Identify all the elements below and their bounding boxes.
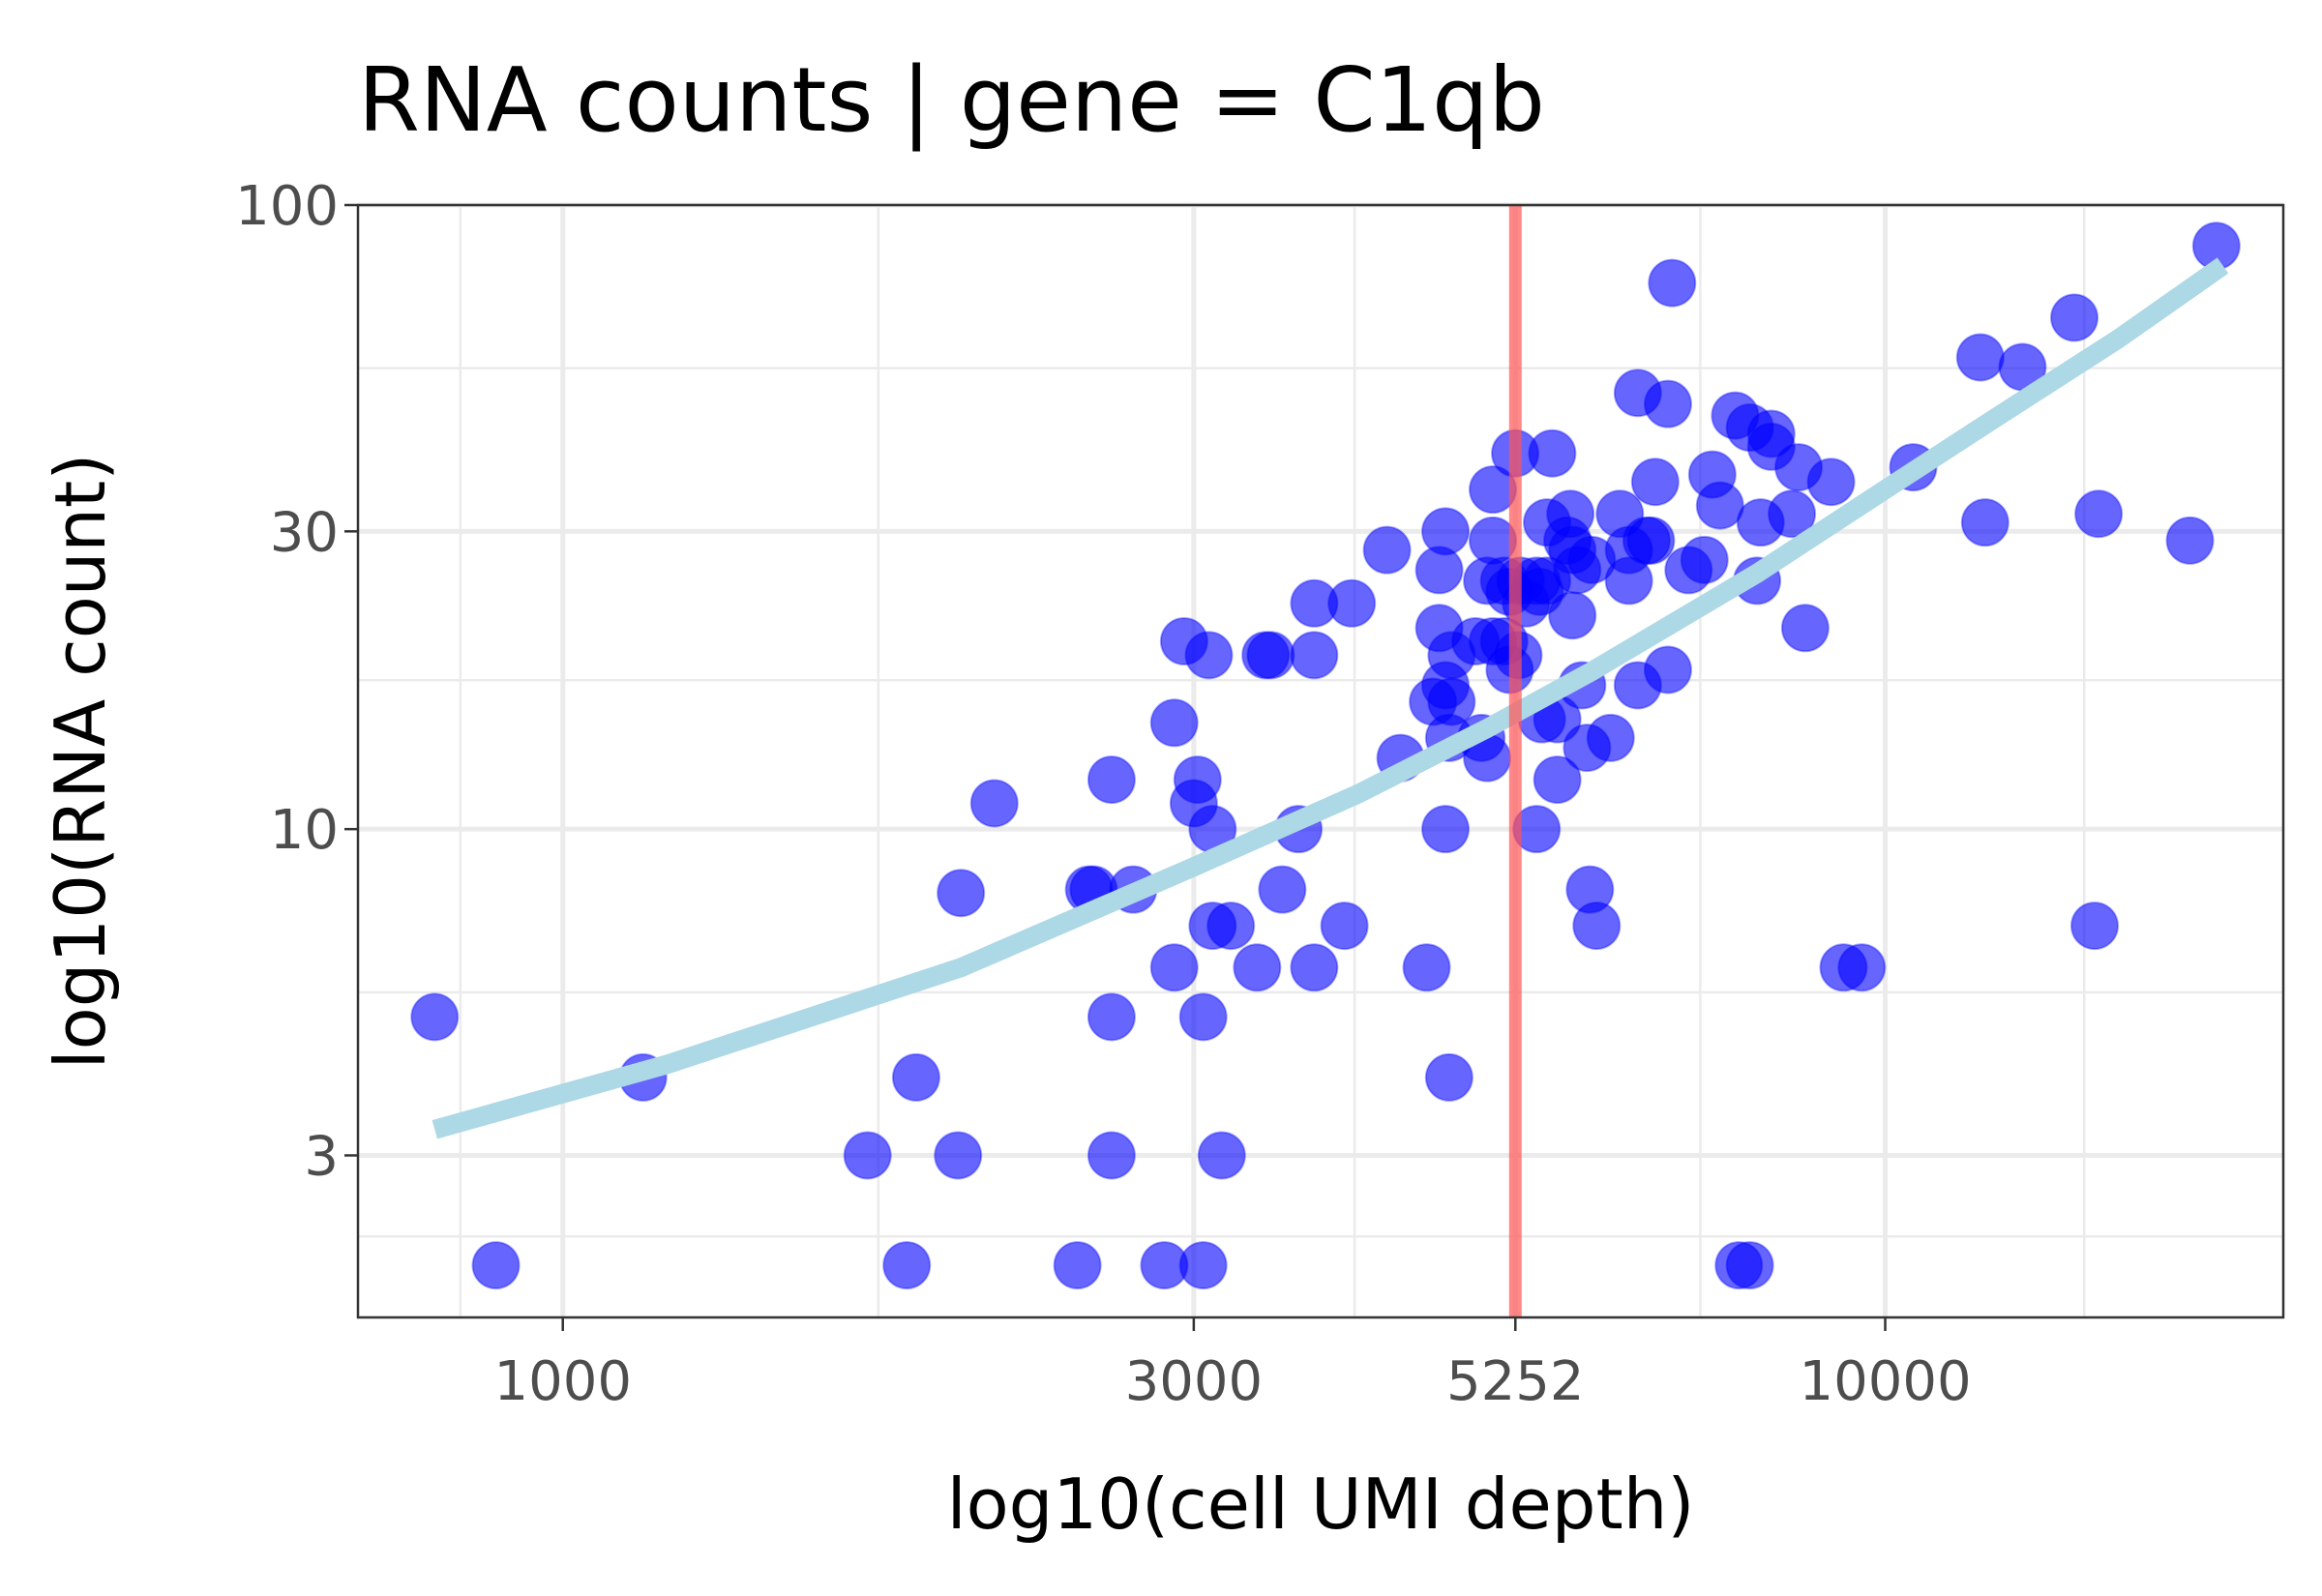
data-point (1258, 865, 1307, 914)
data-point (1548, 591, 1597, 640)
y-tick-label: 10 (270, 799, 339, 862)
x-axis: 1000 3000 5252 10000 (493, 1317, 1972, 1413)
data-point (1725, 1241, 1774, 1290)
data-point (1680, 535, 1729, 584)
data-point (1528, 429, 1577, 478)
data-point (1806, 458, 1856, 507)
y-tick-label: 100 (235, 175, 339, 238)
y-axis-title: log10(RNA count) (40, 454, 121, 1070)
x-tick-label: 10000 (1799, 1350, 1971, 1413)
data-point (1695, 481, 1744, 530)
data-point (1402, 943, 1451, 992)
data-point (2074, 489, 2124, 539)
data-point (882, 1241, 932, 1290)
data-point (1206, 901, 1256, 951)
data-point (1178, 992, 1228, 1042)
data-point (1533, 755, 1582, 805)
data-point (1327, 578, 1377, 628)
data-point (1184, 631, 1234, 680)
y-tick-label: 3 (304, 1125, 339, 1188)
plot-border (356, 203, 2285, 1319)
data-point (1173, 755, 1222, 805)
data-point (1643, 645, 1692, 695)
data-point (1362, 525, 1412, 575)
data-point (1424, 1052, 1474, 1102)
minor-gridlines (358, 205, 2283, 1317)
data-point (1178, 1241, 1228, 1290)
data-point (891, 1052, 940, 1102)
data-point (1630, 458, 1680, 507)
data-point (1290, 943, 1339, 992)
data-point (969, 779, 1019, 828)
data-point (1320, 901, 1369, 951)
data-point (1626, 516, 1676, 565)
data-point (1768, 489, 1817, 539)
data-point (2050, 293, 2099, 342)
data-point (1290, 631, 1339, 680)
chart-title: RNA counts | gene = C1qb (358, 48, 1545, 152)
data-point (1421, 507, 1471, 556)
data-point (1837, 943, 1887, 992)
data-point (1648, 258, 1697, 308)
x-tick-label: 3000 (1125, 1350, 1264, 1413)
y-tick-label: 30 (270, 501, 339, 564)
data-point (934, 1131, 983, 1180)
data-point (1149, 698, 1199, 748)
data-point (1233, 943, 1282, 992)
data-point (1246, 631, 1295, 680)
data-point (1421, 805, 1471, 854)
x-tick-label: 1000 (493, 1350, 632, 1413)
data-point (1087, 755, 1136, 805)
data-point (1087, 1131, 1136, 1180)
data-point (410, 992, 460, 1042)
data-point (937, 869, 986, 918)
y-axis: 3 10 30 100 (235, 175, 358, 1188)
x-tick-label: 5252 (1446, 1350, 1585, 1413)
data-point (2165, 516, 2215, 565)
data-point (1053, 1241, 1102, 1290)
data-point (2069, 901, 2119, 951)
data-point (1780, 604, 1830, 653)
fit-curve (432, 257, 2229, 1139)
x-axis-title: log10(cell UMI depth) (947, 1463, 1695, 1545)
data-point (1427, 677, 1476, 726)
data-point (1149, 943, 1199, 992)
data-point (1960, 498, 2009, 547)
data-point (1572, 901, 1622, 951)
plot-panel (358, 205, 2283, 1317)
data-point (471, 1241, 521, 1290)
data-point (1197, 1131, 1246, 1180)
data-point (1087, 992, 1136, 1042)
data-point (1643, 379, 1692, 429)
data-point (843, 1131, 892, 1180)
data-point (1955, 333, 2005, 382)
data-point (1586, 713, 1635, 762)
